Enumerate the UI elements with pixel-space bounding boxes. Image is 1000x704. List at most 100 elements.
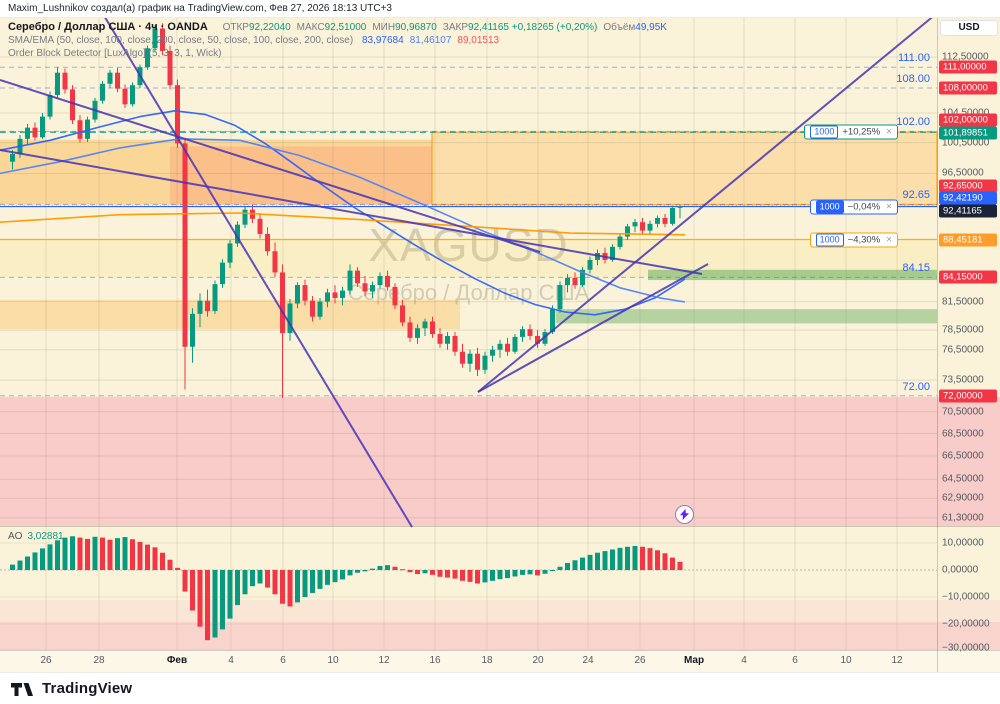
time-axis-strip [0, 650, 1000, 672]
ao-bar [272, 570, 278, 595]
alert-name-chip: 1000 [815, 233, 844, 247]
ao-bar [535, 570, 540, 576]
footer-bar: TradingView [0, 672, 1000, 704]
ao-bar [250, 570, 255, 587]
price-badge: 108,00000 [939, 81, 997, 95]
candle-body [115, 72, 120, 89]
ao-bar [130, 539, 135, 570]
legend-row-orderblock[interactable]: Order Block Detector [LuxAlgo] (5, 3, 3,… [8, 48, 221, 59]
candle-body [520, 329, 525, 337]
ao-bar [587, 554, 593, 570]
currency-button[interactable]: USD [940, 20, 998, 36]
ao-bar [100, 537, 105, 570]
candle-body [40, 116, 45, 138]
trend-line[interactable] [102, 13, 413, 528]
legend-row-ma[interactable]: SMA/EMA (50, close, 100, close, 200, clo… [8, 35, 499, 46]
candle-body [197, 300, 203, 314]
ao-legend[interactable]: AO 3,02881 [8, 531, 64, 542]
ao-bar [362, 570, 368, 572]
ao-bar [167, 559, 173, 570]
alert-close-icon[interactable]: × [886, 126, 892, 138]
ao-bar [235, 570, 240, 606]
candle-body [212, 284, 218, 312]
alert-name-chip: 1000 [810, 125, 839, 139]
candle-body [325, 292, 330, 302]
trend-line[interactable] [477, 263, 709, 393]
candle-body [167, 50, 173, 86]
ao-bar [617, 547, 623, 570]
price-tick-label: 104,50000 [942, 107, 989, 118]
legend-row-symbol[interactable]: Серебро / Доллар США · 4ч · OANDA ОТКР92… [8, 21, 667, 33]
ao-bar [415, 570, 420, 575]
ao-bar [92, 536, 98, 570]
key-level-label[interactable]: 72.00 [902, 380, 930, 393]
price-tick-label: 73,50000 [942, 374, 984, 386]
candle-body [677, 206, 683, 208]
main-chart[interactable] [0, 0, 1000, 672]
ao-bar [227, 570, 233, 619]
alert-close-icon[interactable]: × [886, 201, 892, 213]
key-level-label[interactable]: 92.65 [902, 189, 930, 202]
candle-body [670, 208, 675, 224]
candle-body [550, 309, 555, 333]
candle-body [370, 285, 375, 292]
candle-body [535, 335, 540, 344]
trend-line[interactable] [0, 149, 703, 275]
price-badge: 92,42190 [939, 191, 997, 205]
ao-pink-zone [0, 622, 1000, 650]
ohlc-label: МАКС [296, 22, 325, 33]
ao-bar [565, 562, 570, 570]
candle-body [145, 48, 150, 68]
attribution-bar: Maxim_Lushnikov создал(а) график на Trad… [0, 0, 1000, 18]
time-axis-label: 24 [582, 655, 594, 666]
candle-body [100, 83, 105, 101]
pane-separator[interactable] [0, 526, 1000, 527]
alert-percent-text: −0,04% [847, 201, 881, 213]
price-alert-label[interactable]: 1000 +10,25% × [804, 124, 898, 140]
ma-indicator-label: SMA/EMA (50, close, 100, close, 200, clo… [8, 35, 354, 46]
ao-bar [332, 570, 338, 583]
candle-body [152, 28, 158, 49]
volume-label: Объём [603, 22, 636, 33]
trend-line[interactable] [477, 13, 937, 393]
ao-bar [190, 570, 195, 611]
price-badge: 111,00000 [939, 60, 997, 74]
ao-bar [632, 545, 638, 570]
tradingview-brand-text[interactable]: TradingView [42, 680, 133, 697]
ao-bar [137, 541, 143, 570]
alert-close-icon[interactable]: × [886, 234, 892, 246]
ao-tick-label: 10,00000 [942, 537, 984, 549]
time-axis-label: 10 [327, 655, 339, 666]
key-level-label[interactable]: 102.00 [896, 116, 930, 129]
candle-body [527, 329, 533, 336]
ao-bar [175, 567, 180, 570]
candle-body [280, 272, 285, 334]
key-level-label[interactable]: 111.00 [897, 52, 930, 65]
trend-line[interactable] [0, 79, 541, 253]
price-alert-label[interactable]: 1000 −0,04% × [809, 199, 898, 215]
candle-body [437, 334, 443, 344]
ao-bar [47, 544, 53, 570]
candle-body [25, 127, 30, 139]
ao-bar [662, 553, 668, 570]
key-level-label[interactable]: 108.00 [896, 72, 930, 85]
lightning-event-icon[interactable] [675, 505, 694, 524]
symbol-title: Серебро / Доллар США · 4ч · OANDA [8, 21, 208, 33]
price-tick-label: 78,50000 [942, 324, 984, 336]
tradingview-logo-icon[interactable] [10, 679, 36, 699]
ao-bar [595, 552, 600, 570]
key-level-label[interactable]: 84.15 [902, 262, 930, 275]
price-alert-label[interactable]: 1000 ~4,30% × [809, 232, 898, 248]
ao-bar [152, 547, 158, 570]
ao-bar [160, 552, 165, 570]
candle-body [662, 217, 668, 224]
ao-bar [407, 570, 413, 573]
candle-body [475, 353, 480, 370]
ao-bar [280, 570, 285, 604]
ao-bar [452, 570, 458, 579]
candle-body [242, 209, 248, 225]
candle-body [610, 246, 615, 260]
ao-bar [670, 557, 675, 570]
ao-bar [40, 548, 45, 570]
time-axis-label: 10 [840, 655, 852, 666]
